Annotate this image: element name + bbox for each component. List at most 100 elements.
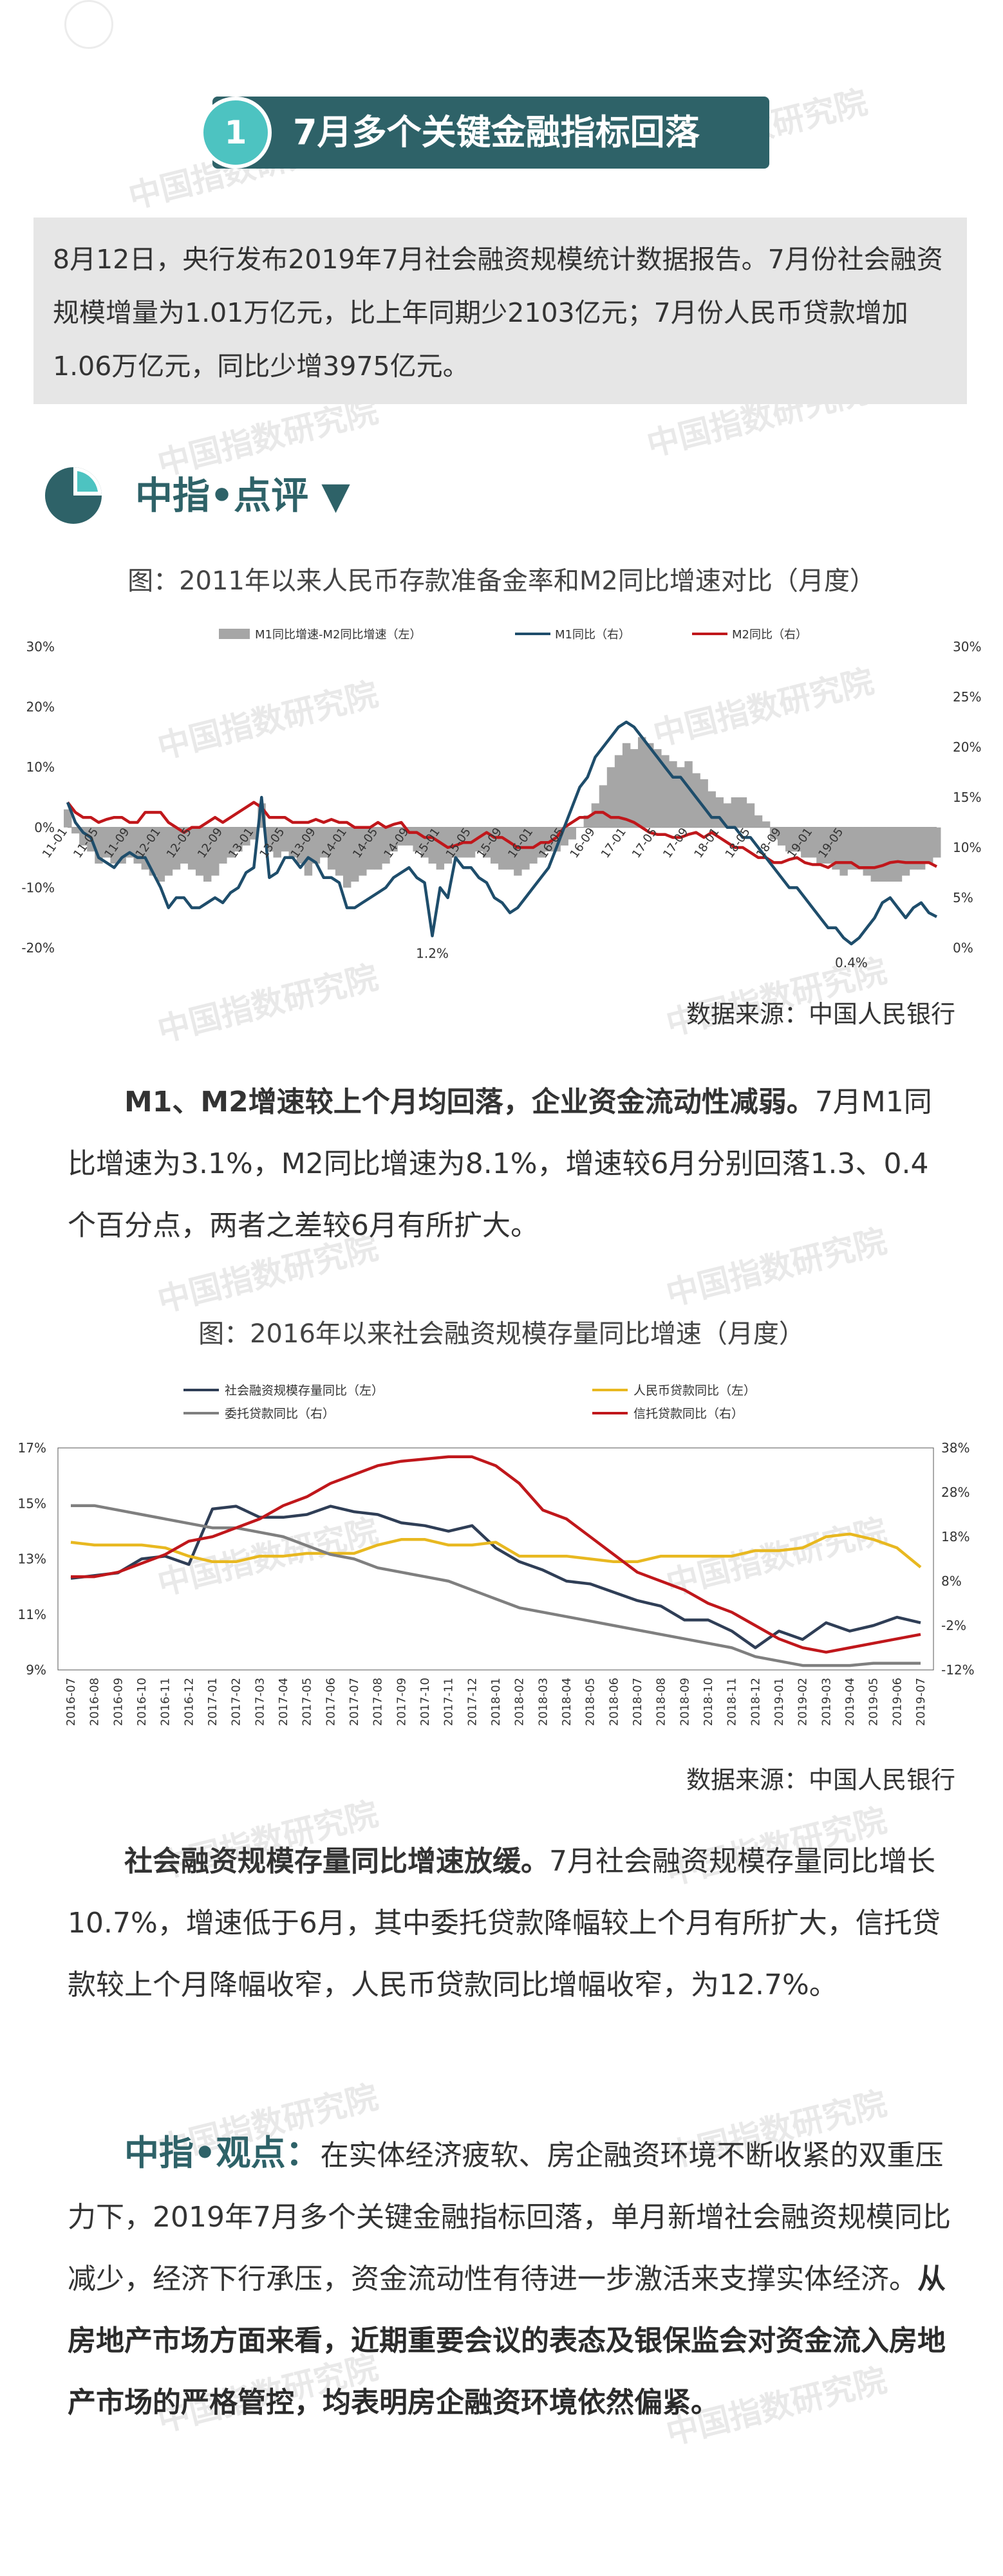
y-left-tick-label: 0% — [34, 820, 55, 835]
gap-area-bar — [793, 827, 801, 852]
x-tick-label: 2017-10 — [418, 1678, 432, 1726]
gap-area-bar — [785, 827, 794, 852]
legend-label: M2同比（右） — [732, 628, 807, 642]
x-tick-label: 2018-05 — [584, 1678, 597, 1726]
gap-area-bar — [723, 803, 732, 828]
gap-area-bar — [847, 827, 856, 870]
x-tick-label: 17-09 — [661, 826, 691, 861]
x-tick-label: 2017-09 — [395, 1678, 408, 1726]
y-left-tick-label: 10% — [26, 759, 55, 775]
intro-box — [33, 218, 967, 404]
viewpoint-lead: 中指•观点： — [124, 2133, 321, 2173]
gap-area-bar — [606, 767, 615, 828]
gap-area-bar — [203, 827, 212, 882]
x-tick-label: 2017-01 — [206, 1678, 220, 1726]
paragraph-m1-m2: M1、M2增速较上个月均回落，企业资金流动性减弱。7月M1同比增速为3.1%，M… — [68, 1071, 956, 1257]
x-tick-label: 2017-04 — [277, 1678, 290, 1726]
y-right-tick-label: -2% — [941, 1618, 966, 1633]
x-tick-label: 2017-06 — [324, 1678, 337, 1726]
gap-area-bar — [227, 827, 235, 858]
x-tick-label: 17-05 — [630, 826, 660, 861]
y-right-tick-label: 8% — [941, 1573, 962, 1589]
gap-area-bar — [374, 827, 382, 870]
gap-area-bar — [319, 827, 328, 858]
gap-area-bar — [126, 827, 134, 858]
gap-area-bar — [451, 827, 460, 858]
gap-area-bar — [187, 827, 196, 870]
annotation-label: 1.2% — [416, 945, 449, 961]
y-left-tick-label: 9% — [26, 1662, 46, 1678]
gap-area-bar — [653, 749, 662, 828]
x-tick-label: 2017-05 — [301, 1678, 314, 1726]
x-tick-label: 18-01 — [691, 826, 722, 861]
x-tick-label: 2018-04 — [560, 1678, 574, 1726]
x-tick-label: 2019-07 — [914, 1678, 928, 1726]
page-title: 7月多个关键金融指标回落 — [293, 112, 700, 153]
y-right-tick-label: 10% — [953, 840, 981, 855]
gap-area-bar — [855, 827, 863, 870]
gap-area-bar — [762, 821, 771, 828]
gap-area-bar — [754, 815, 763, 828]
gap-area-bar — [809, 827, 817, 858]
gap-area-bar — [917, 827, 926, 870]
y-right-tick-label: 28% — [941, 1485, 970, 1500]
gap-area-bar — [933, 827, 941, 858]
series-line — [71, 1504, 921, 1667]
gap-area-bar — [700, 779, 708, 828]
paragraph-viewpoint: 中指•观点：在实体经济疲软、房企融资环境不断收紧的双重压力下，2019年7月多个… — [68, 2122, 956, 2434]
gap-area-bar — [156, 827, 165, 882]
paragraph-lead: 社会融资规模存量同比增速放缓。 — [124, 1845, 549, 1878]
gap-area-bar — [801, 827, 809, 858]
gap-area-bar — [281, 827, 289, 852]
gap-area-bar — [591, 803, 600, 828]
gap-area-bar — [335, 827, 344, 876]
gap-area-bar — [211, 827, 220, 876]
annotation-label: 0.4% — [835, 955, 868, 970]
figure1-title: 图：2011年以来人民币存款准备金率和M2同比增速对比（月度） — [127, 566, 876, 596]
gap-area-bar — [599, 785, 608, 828]
x-tick-label: 2017-02 — [230, 1678, 243, 1726]
gap-area-bar — [359, 827, 367, 876]
gap-area-bar — [288, 827, 297, 858]
gap-area-bar — [669, 761, 677, 828]
y-right-tick-label: 5% — [953, 890, 973, 905]
y-right-tick-label: 0% — [953, 940, 973, 956]
gap-area-bar — [746, 803, 755, 828]
y-left-tick-label: 30% — [26, 639, 55, 654]
gap-area-bar — [110, 827, 118, 864]
y-left-tick-label: 17% — [18, 1440, 46, 1456]
series-line — [71, 1455, 921, 1654]
x-tick-label: 2017-07 — [348, 1678, 361, 1726]
y-left-tick-label: 20% — [26, 700, 55, 715]
pie-chart-icon — [45, 467, 102, 524]
legend-label: 人民币贷款同比（左） — [633, 1384, 756, 1398]
gap-area-bar — [708, 791, 716, 828]
y-left-tick-label: 11% — [18, 1607, 46, 1622]
gap-area-bar — [769, 827, 778, 840]
m1-line — [66, 720, 938, 946]
y-right-tick-label: 38% — [941, 1440, 970, 1456]
plot-frame — [57, 1447, 934, 1671]
legend-label: 信托贷款同比（右） — [633, 1407, 744, 1421]
gap-area-bar — [195, 827, 204, 876]
paragraph-body: 7月M1同比增速为3.1%，M2同比增速为8.1%，增速较6月分别回落1.3、0… — [68, 1086, 932, 1242]
gap-area-bar — [894, 827, 903, 882]
gap-area-bar — [924, 827, 933, 864]
y-left-tick-label: 13% — [18, 1552, 46, 1567]
x-tick-label: 2018-07 — [631, 1678, 644, 1726]
gap-area-bar — [886, 827, 895, 882]
figure2-title: 图：2016年以来社会融资规模存量同比增速（月度） — [198, 1319, 805, 1349]
x-tick-label: 2019-04 — [843, 1678, 857, 1726]
x-tick-label: 2016-08 — [88, 1678, 102, 1726]
watermark-seal-icon — [64, 0, 113, 49]
y-left-tick-label: -20% — [21, 940, 55, 956]
gap-area-bar — [684, 761, 693, 828]
viewpoint-text: 在实体经济疲软、房企融资环境不断收紧的双重压力下，2019年7月多个关键金融指标… — [68, 2139, 951, 2295]
section-number: 1 — [224, 114, 247, 151]
gap-area-bar — [777, 827, 786, 846]
x-tick-label: 2018-12 — [749, 1678, 762, 1726]
x-tick-label: 2016-11 — [159, 1678, 173, 1726]
y-left-tick-label: -10% — [21, 880, 55, 895]
viewpoint-bold: 从房地产市场方面来看，近期重要会议的表态及银保监会对资金流入房地产市场的严格管控… — [68, 2263, 946, 2419]
gap-area-bar — [436, 827, 445, 870]
